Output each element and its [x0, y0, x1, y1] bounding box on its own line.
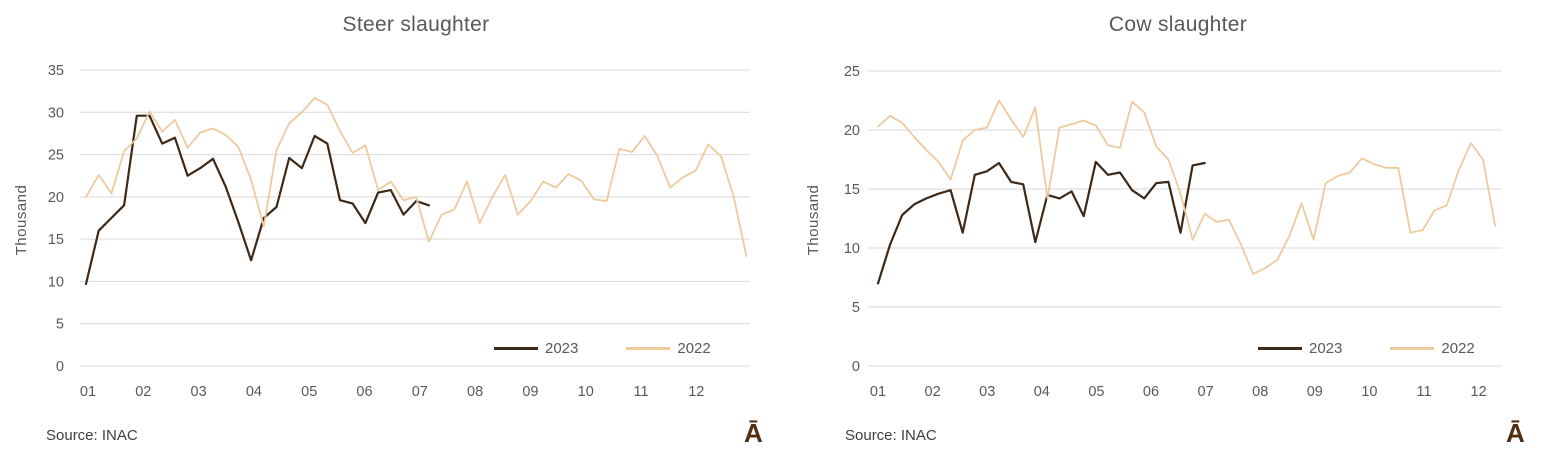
legend-item-2022[interactable]: 2022 — [1390, 340, 1475, 357]
svg-text:11: 11 — [1416, 384, 1431, 400]
legend-2023-line-swatch — [494, 347, 538, 350]
chart-title: Cow slaughter — [1108, 13, 1248, 36]
legend-label-2023: 2023 — [1309, 340, 1343, 357]
svg-text:09: 09 — [522, 384, 538, 400]
svg-text:09: 09 — [1307, 384, 1323, 400]
cow-slaughter-chart-panel[interactable]: Cow slaughter Thousand 0 5 10 15 20 25 01 02 03 0… — [772, 0, 1544, 472]
legend: 2023 2022 — [494, 340, 759, 357]
svg-text:10: 10 — [844, 241, 860, 257]
svg-text:10: 10 — [1361, 384, 1377, 400]
svg-text:5: 5 — [852, 300, 860, 316]
svg-text:25: 25 — [48, 148, 64, 164]
brand-logo: Ā — [744, 418, 763, 448]
source-note: Source: INAC — [845, 427, 937, 444]
svg-text:30: 30 — [48, 105, 64, 121]
legend: 2023 2022 — [1258, 340, 1523, 357]
svg-text:05: 05 — [301, 384, 317, 400]
svg-text:25: 25 — [844, 64, 860, 80]
svg-text:20: 20 — [844, 123, 860, 139]
legend-2022-line-swatch — [1390, 347, 1435, 350]
legend-label-2022: 2022 — [1441, 340, 1475, 357]
legend-label-2022: 2022 — [677, 340, 711, 357]
brand-logo: Ā — [1506, 418, 1525, 448]
svg-text:0: 0 — [56, 359, 64, 375]
legend-label-2023: 2023 — [545, 340, 579, 357]
svg-text:02: 02 — [135, 384, 151, 400]
svg-text:20: 20 — [48, 190, 64, 206]
svg-text:12: 12 — [1471, 384, 1487, 400]
svg-text:15: 15 — [844, 182, 860, 198]
svg-text:01: 01 — [870, 384, 886, 400]
svg-text:15: 15 — [48, 232, 64, 248]
svg-text:10: 10 — [48, 274, 64, 290]
svg-text:06: 06 — [1143, 384, 1159, 400]
svg-text:10: 10 — [578, 384, 594, 400]
source-note: Source: INAC — [46, 427, 138, 444]
steer-slaughter-chart-panel[interactable]: Steer slaughter Thousand 0 5 10 15 20 25 30 35 0… — [0, 0, 772, 472]
svg-text:11: 11 — [633, 384, 648, 400]
legend-item-2023[interactable]: 2023 — [494, 340, 578, 357]
svg-text:05: 05 — [1088, 384, 1104, 400]
chart-title: Steer slaughter — [342, 13, 490, 36]
svg-text:04: 04 — [1034, 384, 1050, 400]
svg-text:08: 08 — [1252, 384, 1268, 400]
svg-text:04: 04 — [246, 384, 262, 400]
svg-text:5: 5 — [56, 317, 64, 333]
svg-text:06: 06 — [356, 384, 372, 400]
svg-text:12: 12 — [688, 384, 704, 400]
legend-2022-line-swatch — [626, 347, 671, 350]
legend-item-2023[interactable]: 2023 — [1258, 340, 1342, 357]
svg-text:08: 08 — [467, 384, 483, 400]
svg-text:07: 07 — [1198, 384, 1214, 400]
svg-text:01: 01 — [80, 384, 96, 400]
svg-text:03: 03 — [979, 384, 995, 400]
svg-text:35: 35 — [48, 63, 64, 79]
legend-item-2022[interactable]: 2022 — [626, 340, 711, 357]
svg-text:02: 02 — [925, 384, 941, 400]
svg-text:0: 0 — [852, 359, 860, 375]
legend-2023-line-swatch — [1258, 347, 1302, 350]
svg-text:07: 07 — [412, 384, 428, 400]
svg-text:03: 03 — [191, 384, 207, 400]
